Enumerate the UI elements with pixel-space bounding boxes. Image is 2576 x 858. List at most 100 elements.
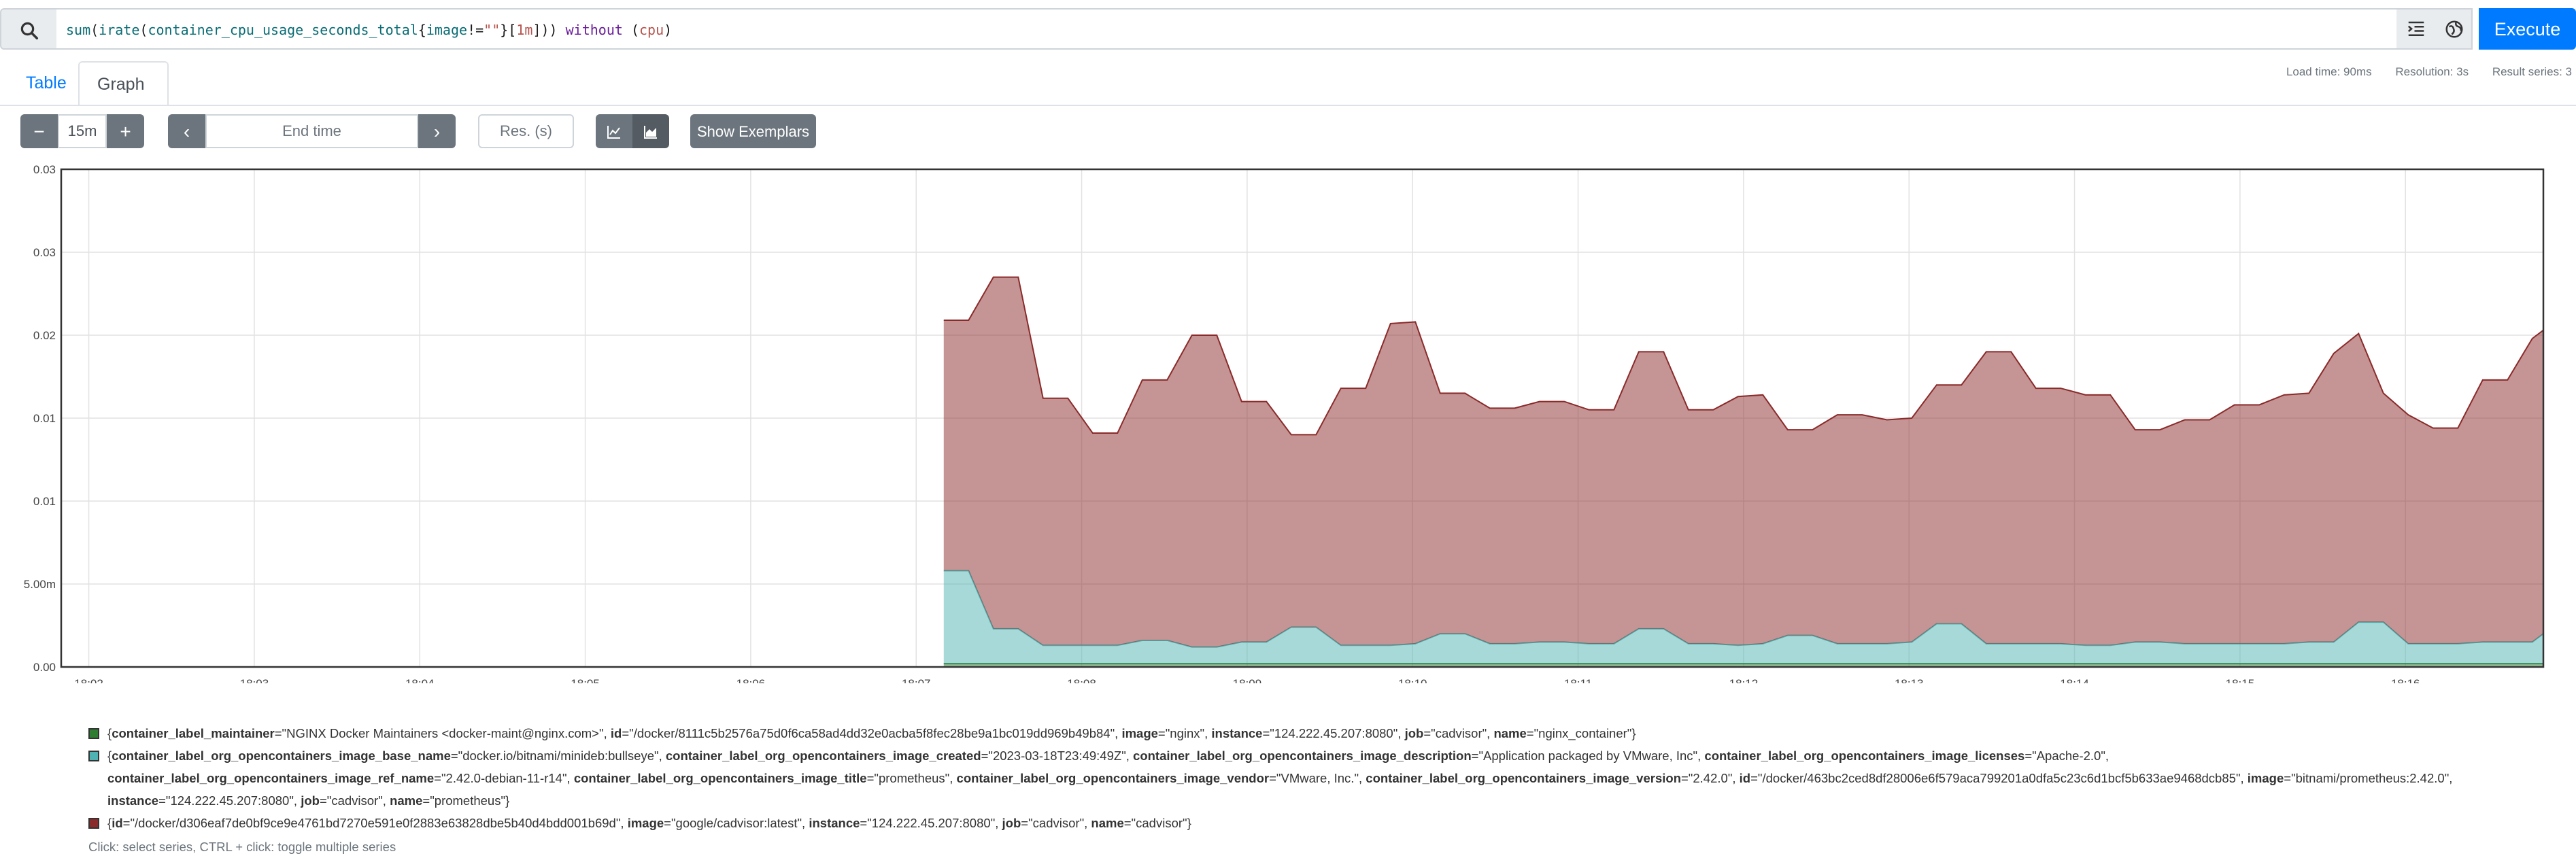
query-stats: Load time: 90ms Resolution: 3s Result se… [2266,65,2572,79]
query-bar: sum(irate(container_cpu_usage_seconds_to… [0,8,2576,51]
plot-border [60,168,2545,668]
resolution-input[interactable]: Res. (s) [478,114,574,148]
expression-token: image [426,22,468,38]
x-tick-label: 18:07 [902,677,931,683]
legend-items: {container_label_maintainer="NGINX Docke… [88,722,2489,834]
previous-time-button[interactable]: ‹ [168,114,205,148]
label-value: /docker/8111c5b2576a75d0f6ca58ad4dd32e0a… [633,726,1111,740]
label-key: name [390,793,423,808]
series-legend: {container_label_maintainer="NGINX Docke… [88,722,2489,858]
y-tick-label: 0.01 [33,495,56,508]
expression-token: )) [541,22,566,38]
legend-hint: Click: select series, CTRL + click: togg… [88,840,396,854]
label-key: id [1739,771,1751,785]
label-key: image [2247,771,2284,785]
series-line [943,276,2544,436]
x-tick-label: 18:03 [240,677,269,683]
label-value: Application packaged by VMware, Inc [1483,749,1693,763]
query-tools [2396,8,2473,50]
legend-item[interactable]: {container_label_maintainer="NGINX Docke… [88,722,2489,744]
result-series: Result series: 3 [2492,65,2572,78]
tab-table[interactable]: Table [26,73,67,92]
label-key: image [627,816,664,830]
label-value: 124.222.45.207:8080 [1274,726,1393,740]
end-time-input[interactable]: End time [205,114,418,148]
label-value: cadvisor [331,793,379,808]
x-tick-label: 18:08 [1067,677,1096,683]
expression-token: ( [622,22,639,38]
label-key: container_label_org_opencontainers_image… [107,771,435,785]
expression-text: sum(irate(container_cpu_usage_seconds_to… [66,22,672,38]
label-value: VMware, Inc. [1281,771,1355,785]
label-key: container_label_org_opencontainers_image… [1704,749,2025,763]
line-chart-icon [607,126,620,139]
legend-item[interactable]: {container_label_org_opencontainers_imag… [88,744,2489,812]
expression-token: "" [484,22,501,38]
label-key: id [610,726,622,740]
expression-token: ( [139,22,148,38]
line-chart-button[interactable] [596,114,632,148]
y-tick-label: 5.00m [24,578,56,591]
x-tick-label: 18:09 [1233,677,1262,683]
label-key: job [1404,726,1424,740]
stacked-area-chart[interactable]: 0.00 5.00m 0.01 0.01 0.02 0.03 0.03 18:02 18:03 1… [14,160,2571,683]
label-key: container_label_org_opencontainers_image… [1366,771,1681,785]
y-tick-label: 0.03 [33,163,56,176]
x-tick-label: 18:11 [1564,677,1592,683]
expression-token: irate [99,22,140,38]
tab-divider [0,105,2576,106]
search-icon [20,22,38,39]
label-key: id [112,816,123,830]
label-key: job [301,793,320,808]
label-value: cadvisor [1136,816,1183,830]
label-value: /docker/d306eaf7de0bf9ce9e4761bd7270e591… [135,816,616,830]
load-time: Load time: 90ms [2286,65,2372,78]
x-tick-label: 18:13 [1895,677,1924,683]
metrics-explorer-icon[interactable] [2444,19,2464,39]
legend-item[interactable]: {id="/docker/d306eaf7de0bf9ce9e4761bd727… [88,812,2489,834]
y-tick-label: 0.01 [33,412,56,425]
label-value: cadvisor [1435,726,1482,740]
expression-token: } [500,22,509,38]
x-tick-label: 18:14 [2060,677,2089,683]
next-time-button[interactable]: › [418,114,456,148]
label-value: bitnami/prometheus:2.42.0 [2295,771,2445,785]
search-icon-box [0,8,58,50]
range-input[interactable]: 15m [58,114,107,148]
label-value: prometheus [434,793,501,808]
execute-button[interactable]: Execute [2479,8,2576,50]
x-tick-label: 18:12 [1729,677,1759,683]
format-icon[interactable] [2406,19,2426,39]
label-key: container_label_org_opencontainers_image… [1133,749,1472,763]
expression-token: cpu [639,22,664,38]
label-key: name [1091,816,1124,830]
area-chart-icon [644,126,657,139]
legend-swatch [88,818,99,829]
series-area [943,277,2543,647]
expression-token: != [467,22,484,38]
x-tick-label: 18:02 [74,677,103,683]
label-key: instance [809,816,860,830]
legend-swatch [88,751,99,761]
stacked-chart-button[interactable] [632,114,669,148]
decrease-range-button[interactable]: − [20,114,58,148]
label-key: image [1121,726,1158,740]
label-key: instance [107,793,159,808]
tab-graph[interactable]: Graph [78,61,169,105]
y-tick-label: 0.03 [33,246,56,259]
label-key: name [1493,726,1527,740]
x-tick-label: 18:10 [1398,677,1427,683]
label-value: Apache-2.0 [2036,749,2101,763]
increase-range-button[interactable]: + [107,114,144,148]
label-value: cadvisor [1032,816,1080,830]
show-exemplars-button[interactable]: Show Exemplars [690,114,816,148]
y-tick-label: 0.00 [33,661,56,674]
resolution: Resolution: 3s [2395,65,2469,78]
label-value: docker.io/bitnami/minideb:bullseye [462,749,654,763]
expression-token: sum [66,22,91,38]
label-value: 2023-03-18T23:49:49Z [992,749,1122,763]
label-value: nginx [1170,726,1200,740]
expression-input[interactable]: sum(irate(container_cpu_usage_seconds_to… [56,8,2398,50]
label-value: 2.42.0 [1693,771,1728,785]
expression-token: { [418,22,426,38]
